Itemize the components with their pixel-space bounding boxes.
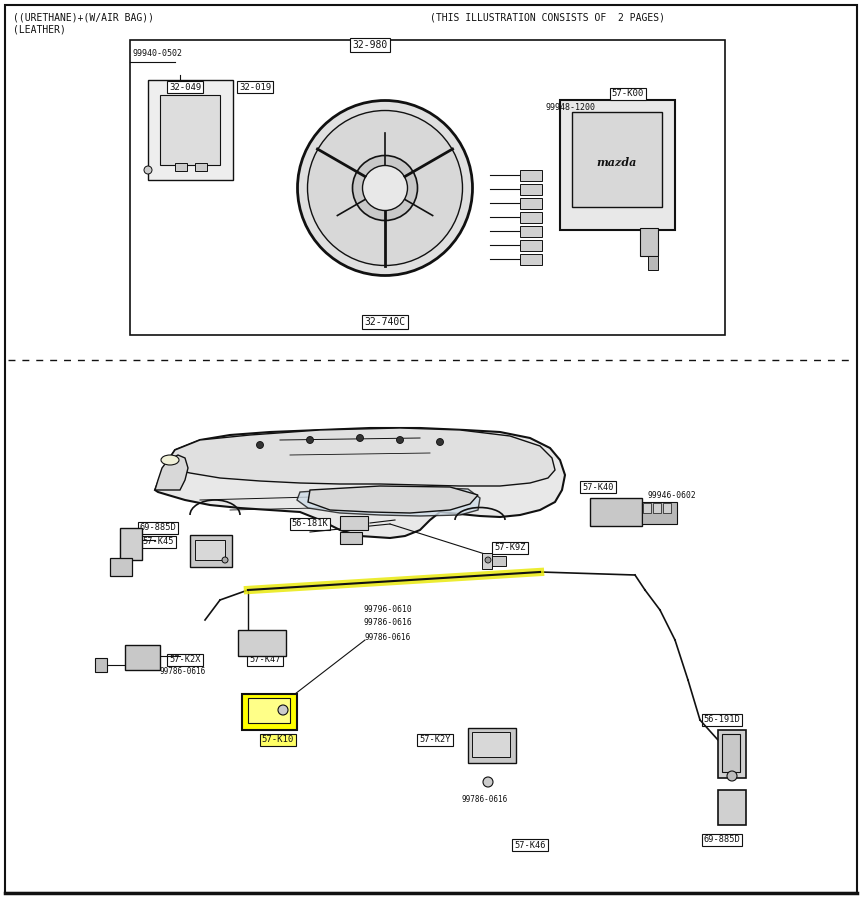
- Text: 57-K45: 57-K45: [142, 537, 174, 546]
- Bar: [148, 80, 232, 180]
- Text: 99786-0616: 99786-0616: [160, 668, 206, 677]
- Text: 69-885D: 69-885D: [139, 524, 177, 533]
- Bar: [653, 503, 660, 513]
- Circle shape: [356, 435, 363, 442]
- Bar: [519, 212, 542, 223]
- Text: 32-049: 32-049: [169, 83, 201, 92]
- Text: 57-K00: 57-K00: [611, 89, 643, 98]
- Circle shape: [436, 438, 443, 446]
- Bar: [125, 645, 160, 670]
- Bar: [572, 112, 661, 207]
- Bar: [519, 198, 542, 209]
- Bar: [195, 540, 225, 560]
- Text: 99940-0502: 99940-0502: [133, 49, 183, 58]
- Text: 32-740C: 32-740C: [364, 317, 405, 327]
- Text: 57-K9Z: 57-K9Z: [493, 544, 525, 553]
- Bar: [195, 163, 207, 171]
- Text: 32-980: 32-980: [352, 40, 387, 50]
- Polygon shape: [164, 428, 554, 486]
- Polygon shape: [155, 428, 564, 538]
- Polygon shape: [155, 455, 188, 490]
- Bar: [238, 630, 286, 656]
- Bar: [519, 254, 542, 265]
- Ellipse shape: [352, 156, 417, 220]
- Text: (LEATHER): (LEATHER): [13, 25, 65, 35]
- Bar: [560, 100, 674, 230]
- Bar: [589, 498, 641, 526]
- Bar: [717, 790, 745, 825]
- Circle shape: [257, 442, 263, 448]
- Bar: [642, 503, 650, 513]
- Bar: [519, 170, 542, 181]
- Text: 57-K46: 57-K46: [514, 841, 545, 850]
- Text: 99786-0616: 99786-0616: [461, 796, 508, 805]
- Polygon shape: [297, 487, 480, 516]
- Bar: [647, 256, 657, 270]
- Text: ((URETHANE)+(W/AIR BAG)): ((URETHANE)+(W/AIR BAG)): [13, 13, 154, 23]
- Bar: [339, 516, 368, 530]
- Text: 69-885D: 69-885D: [703, 835, 740, 844]
- Text: 57-K2Y: 57-K2Y: [418, 735, 450, 744]
- Bar: [130, 40, 724, 335]
- Bar: [175, 163, 187, 171]
- Ellipse shape: [297, 101, 472, 275]
- Bar: [722, 734, 739, 772]
- Bar: [519, 184, 542, 195]
- Bar: [662, 503, 670, 513]
- Bar: [339, 532, 362, 544]
- Circle shape: [222, 557, 228, 563]
- Bar: [468, 728, 516, 763]
- Circle shape: [482, 777, 492, 787]
- Ellipse shape: [362, 166, 407, 211]
- Text: 57-K47: 57-K47: [249, 655, 281, 664]
- Bar: [481, 553, 492, 569]
- Bar: [489, 556, 505, 566]
- Bar: [110, 558, 132, 576]
- Text: 57-K40: 57-K40: [581, 482, 613, 491]
- Bar: [120, 528, 142, 560]
- Text: 56-191D: 56-191D: [703, 716, 740, 724]
- Bar: [641, 502, 676, 524]
- Bar: [242, 694, 297, 730]
- Circle shape: [396, 436, 403, 444]
- Bar: [248, 698, 289, 723]
- Circle shape: [726, 771, 736, 781]
- Text: (THIS ILLUSTRATION CONSISTS OF  2 PAGES): (THIS ILLUSTRATION CONSISTS OF 2 PAGES): [430, 13, 664, 23]
- Bar: [519, 226, 542, 237]
- Ellipse shape: [161, 455, 179, 465]
- Text: mazda: mazda: [596, 157, 636, 167]
- Circle shape: [278, 705, 288, 715]
- Text: 32-019: 32-019: [238, 83, 271, 92]
- Bar: [639, 228, 657, 256]
- Circle shape: [307, 436, 313, 444]
- Text: 56-181K: 56-181K: [291, 519, 328, 528]
- Circle shape: [144, 166, 152, 174]
- Text: 57-K2X: 57-K2X: [169, 655, 201, 664]
- Circle shape: [485, 557, 491, 563]
- Polygon shape: [307, 486, 478, 513]
- Bar: [472, 732, 510, 757]
- Text: 99948-1200: 99948-1200: [545, 104, 595, 112]
- Bar: [717, 730, 745, 778]
- Bar: [189, 535, 232, 567]
- Text: 99796-0610: 99796-0610: [363, 605, 412, 614]
- Text: 99946-0602: 99946-0602: [647, 491, 696, 500]
- Bar: [95, 658, 107, 672]
- Bar: [160, 95, 220, 165]
- Ellipse shape: [307, 111, 462, 266]
- Text: 99786-0616: 99786-0616: [364, 634, 411, 643]
- Bar: [519, 240, 542, 251]
- Text: 99786-0616: 99786-0616: [363, 618, 412, 627]
- Text: 57-K10: 57-K10: [262, 735, 294, 744]
